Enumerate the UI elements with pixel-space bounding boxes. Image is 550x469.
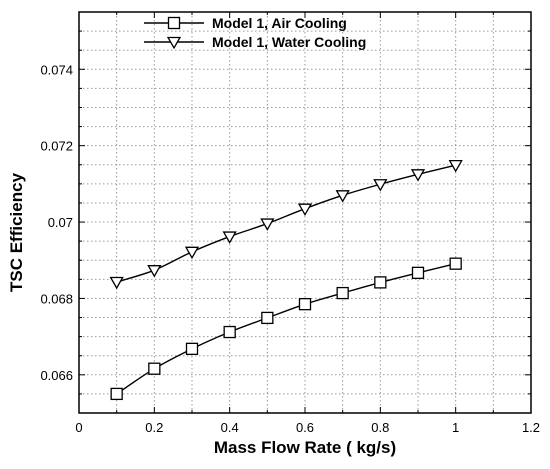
x-tick-label: 0 [75,420,82,435]
data-point [109,276,124,290]
data-point [148,362,161,375]
data-point [373,179,388,192]
y-tick-label: 0.066 [40,368,73,383]
data-point [110,387,123,401]
data-point [222,231,237,244]
data-point [260,218,275,231]
data-point [223,325,236,339]
data-point [410,169,426,182]
series-layer [109,159,463,401]
series-line [116,262,456,395]
x-tick-label: 0.6 [296,420,314,435]
data-point [336,286,349,300]
data-point [411,266,425,279]
y-tick-label: 0.074 [40,62,73,77]
data-point [374,276,387,289]
data-point [261,311,274,325]
data-point [185,342,199,355]
legend-marker [167,16,181,30]
x-tick-label: 0.8 [371,420,389,435]
series-2 [109,159,463,290]
data-point [448,159,463,173]
legend: Model 1, Air Cooling Model 1, Water Cooli… [144,15,366,50]
x-tick-label: 0.2 [145,420,163,435]
x-tick-label: 0.4 [221,420,239,435]
legend-item-1: Model 1, Air Cooling [144,15,347,31]
y-tick-label: 0.068 [40,291,73,306]
x-axis-title: Mass Flow Rate ( kg/s) [214,438,396,457]
data-point [184,246,200,260]
legend-label: Model 1, Air Cooling [212,15,347,31]
y-axis-title: TSC Efficiency [7,172,26,292]
data-point [298,298,312,311]
series-1 [110,257,462,401]
legend-item-2: Model 1, Water Cooling [144,34,366,50]
data-point [449,257,462,270]
axis-ticks: 0 0.2 0.4 0.6 0.8 1 1.2 0.066 0.068 0.07 0.072 0.07… [40,12,540,435]
x-tick-label: 1 [452,420,459,435]
data-point [335,190,350,203]
y-tick-label: 0.07 [48,215,73,230]
series-line [116,164,456,283]
y-tick-label: 0.072 [40,139,73,154]
legend-label: Model 1, Water Cooling [212,34,366,50]
data-point [297,203,313,216]
data-point [147,265,162,278]
x-tick-label: 1.2 [522,420,540,435]
legend-marker [166,36,182,50]
